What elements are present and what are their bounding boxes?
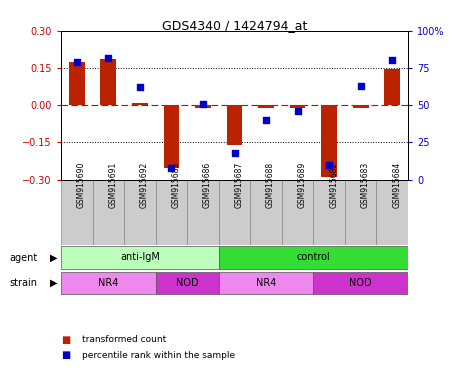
Text: GSM915684: GSM915684 bbox=[392, 162, 401, 208]
Text: transformed count: transformed count bbox=[82, 335, 166, 344]
Bar bbox=[313, 271, 408, 295]
Bar bbox=[132, 103, 148, 105]
Point bbox=[357, 83, 364, 89]
Text: anti-IgM: anti-IgM bbox=[120, 252, 160, 262]
Point bbox=[199, 101, 207, 107]
Bar bbox=[219, 271, 313, 295]
Point bbox=[105, 55, 112, 61]
Bar bbox=[61, 271, 156, 295]
Point bbox=[167, 165, 175, 171]
Bar bbox=[61, 180, 92, 245]
Bar bbox=[282, 180, 313, 245]
Text: NR4: NR4 bbox=[256, 278, 276, 288]
Text: GSM915691: GSM915691 bbox=[108, 162, 117, 208]
Point bbox=[231, 150, 238, 156]
Point bbox=[294, 108, 302, 114]
Bar bbox=[290, 105, 305, 108]
Bar bbox=[227, 105, 242, 145]
Text: GSM915682: GSM915682 bbox=[329, 162, 338, 208]
Bar bbox=[195, 105, 211, 108]
Text: NOD: NOD bbox=[349, 278, 372, 288]
Bar bbox=[377, 180, 408, 245]
Bar bbox=[100, 59, 116, 105]
Bar bbox=[164, 105, 179, 169]
Text: strain: strain bbox=[9, 278, 38, 288]
Text: agent: agent bbox=[9, 253, 38, 263]
Text: ▶: ▶ bbox=[50, 278, 58, 288]
Text: GSM915689: GSM915689 bbox=[298, 162, 307, 208]
Text: ▶: ▶ bbox=[50, 253, 58, 263]
Text: GSM915685: GSM915685 bbox=[171, 162, 181, 208]
Bar bbox=[258, 105, 274, 108]
Text: GSM915692: GSM915692 bbox=[140, 162, 149, 208]
Bar bbox=[187, 180, 219, 245]
Bar bbox=[219, 180, 250, 245]
Text: GSM915683: GSM915683 bbox=[361, 162, 370, 208]
Text: ■: ■ bbox=[61, 335, 70, 345]
Point bbox=[136, 84, 144, 90]
Text: GSM915687: GSM915687 bbox=[234, 162, 243, 208]
Text: GSM915688: GSM915688 bbox=[266, 162, 275, 208]
Text: GDS4340 / 1424794_at: GDS4340 / 1424794_at bbox=[162, 19, 307, 32]
Bar bbox=[353, 105, 369, 108]
Bar bbox=[345, 180, 377, 245]
Bar bbox=[156, 271, 219, 295]
Point bbox=[262, 117, 270, 123]
Bar bbox=[69, 62, 84, 105]
Bar bbox=[313, 180, 345, 245]
Text: ■: ■ bbox=[61, 350, 70, 360]
Point bbox=[73, 59, 81, 65]
Point bbox=[388, 58, 396, 64]
Text: GSM915690: GSM915690 bbox=[77, 162, 86, 208]
Bar bbox=[321, 105, 337, 177]
Bar bbox=[219, 246, 408, 269]
Text: control: control bbox=[296, 252, 330, 262]
Bar bbox=[92, 180, 124, 245]
Text: GSM915686: GSM915686 bbox=[203, 162, 212, 208]
Bar bbox=[250, 180, 282, 245]
Text: NR4: NR4 bbox=[98, 278, 119, 288]
Bar bbox=[156, 180, 187, 245]
Bar bbox=[385, 69, 400, 105]
Text: percentile rank within the sample: percentile rank within the sample bbox=[82, 351, 235, 360]
Bar bbox=[124, 180, 156, 245]
Bar bbox=[61, 246, 219, 269]
Point bbox=[325, 162, 333, 168]
Text: NOD: NOD bbox=[176, 278, 198, 288]
